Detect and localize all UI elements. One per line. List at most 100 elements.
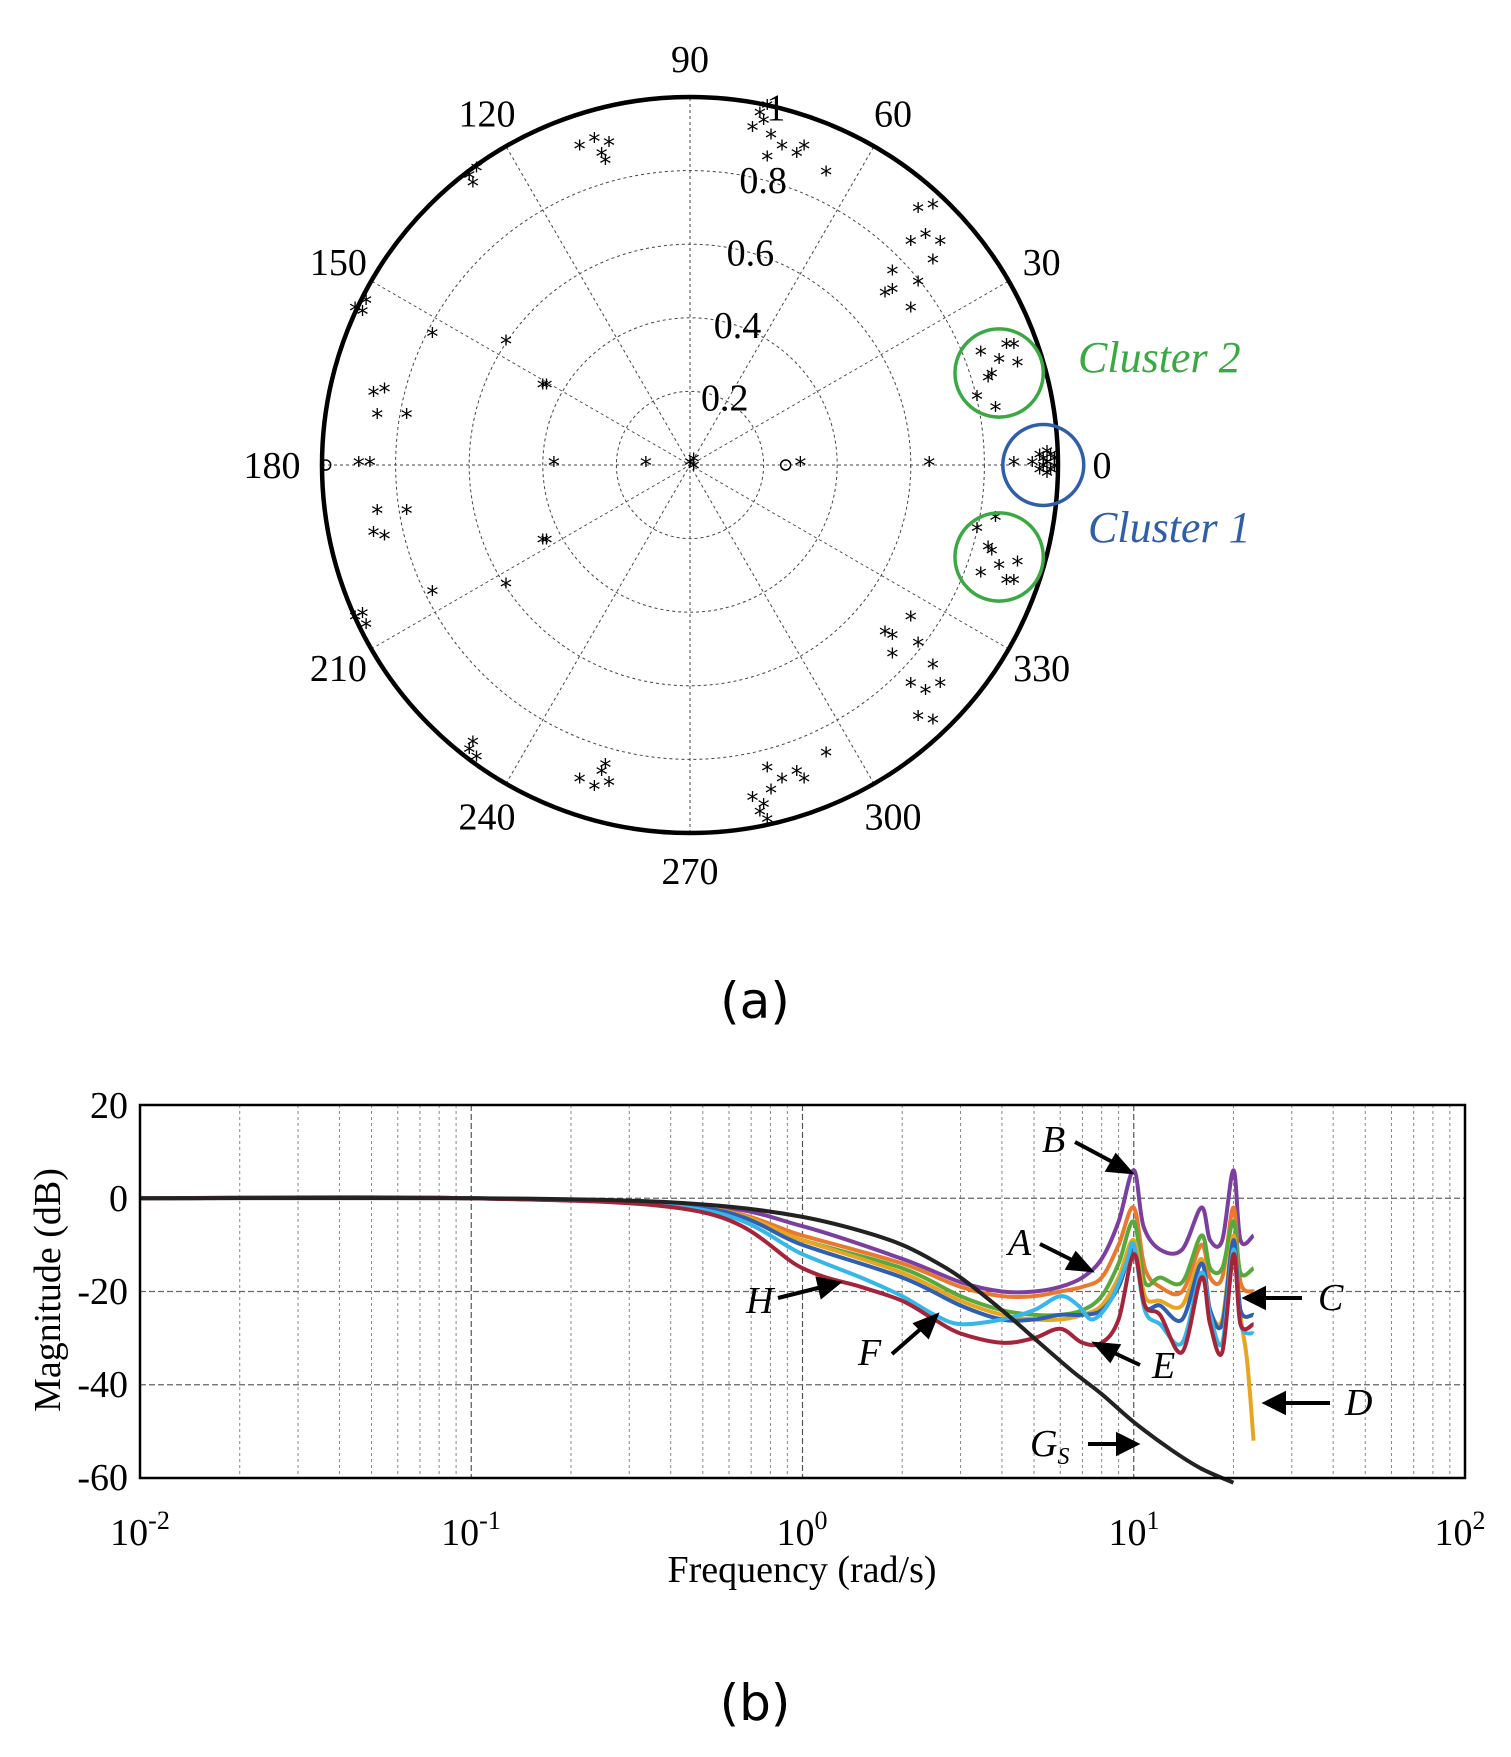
data-point: * (905, 231, 917, 259)
data-point: * (1045, 459, 1057, 487)
data-point: * (934, 673, 946, 701)
data-point: * (912, 198, 924, 226)
data-point: * (765, 780, 777, 808)
data-point: * (758, 110, 770, 138)
data-point: * (1041, 463, 1053, 491)
series-line-h (139, 1195, 1255, 1357)
data-point: * (982, 537, 994, 565)
data-point: * (588, 776, 600, 804)
radial-tick-label: 0.4 (714, 305, 762, 347)
data-point: * (688, 456, 700, 484)
data-point: * (1034, 459, 1046, 487)
data-point: * (368, 382, 380, 410)
data-point: * (360, 290, 372, 318)
data-point: * (1000, 570, 1012, 598)
y-tick-labels: 20 0 -20 -40 -60 (77, 1085, 128, 1499)
data-point: * (548, 452, 560, 480)
data-point: * (975, 342, 987, 370)
radial-tick-label: 0.8 (739, 160, 787, 202)
data-point: * (1008, 452, 1020, 480)
data-point: * (500, 331, 512, 359)
y-tick-label: -40 (77, 1364, 128, 1406)
data-point: * (986, 540, 998, 568)
data-point: * (401, 500, 413, 528)
cluster-circle (953, 327, 1046, 419)
data-point: * (758, 794, 770, 822)
data-point: * (379, 526, 391, 554)
data-point: * (640, 452, 652, 480)
x-axis-title: Frequency (rad/s) (667, 1549, 936, 1591)
y-tick-label: -60 (77, 1457, 128, 1499)
polar-points: ****** **********************************… (319, 95, 1060, 837)
data-point: * (540, 529, 552, 557)
data-point: * (761, 95, 773, 123)
data-point: * (426, 323, 438, 351)
data-point: * (537, 529, 549, 557)
x-tick-label: 10-2 (110, 1506, 170, 1554)
data-point: * (599, 150, 611, 178)
arrowhead (815, 1276, 843, 1300)
bode-series (139, 1168, 1256, 1485)
annotation-label: D (1344, 1382, 1372, 1424)
data-point: * (761, 809, 773, 837)
data-point: * (747, 787, 759, 815)
data-point: * (927, 250, 939, 278)
data-point: * (688, 448, 700, 476)
data-point: * (1012, 551, 1024, 579)
x-tick-label: 102 (1435, 1506, 1486, 1554)
data-point: * (927, 654, 939, 682)
angle-tick-label: 120 (459, 93, 516, 135)
data-point: * (993, 555, 1005, 583)
data-point: * (879, 283, 891, 311)
data-point: * (905, 297, 917, 325)
data-point: * (879, 621, 891, 649)
data-point: * (684, 452, 696, 480)
data-point: * (912, 272, 924, 300)
annotation-arrows (777, 1140, 1330, 1457)
polar-grid (319, 94, 1061, 836)
panel-b-label: (b) (720, 1674, 791, 1732)
data-point: * (798, 768, 810, 796)
angle-tick-label: 240 (459, 797, 516, 839)
data-point: * (401, 404, 413, 432)
data-point: * (1000, 334, 1012, 362)
x-tick-label: 101 (1109, 1506, 1160, 1554)
data-point: * (975, 562, 987, 590)
annotation-label: GS (1030, 1423, 1069, 1470)
data-point: * (463, 165, 475, 193)
data-point: * (426, 581, 438, 609)
data-point: * (588, 128, 600, 156)
panel-a-label: (a) (720, 972, 790, 1030)
data-point: * (794, 452, 806, 480)
angle-tick-label: 330 (1013, 648, 1070, 690)
data-point: * (798, 136, 810, 164)
data-point: * (356, 301, 368, 329)
polar-chart: ****** **********************************… (244, 39, 1251, 1030)
arrowhead (1064, 1250, 1095, 1273)
data-point: * (886, 279, 898, 307)
data-point: * (747, 117, 759, 145)
polar-clusters (953, 327, 1086, 603)
data-point: * (379, 378, 391, 406)
data-point: * (537, 375, 549, 403)
data-point: * (500, 573, 512, 601)
series-line-b (139, 1168, 1255, 1295)
angle-tick-label: 180 (244, 445, 301, 487)
bode-chart: 20 0 -20 -40 -60 10-2 10-1 100 101 102 F… (27, 1085, 1486, 1732)
angle-tick-label: 210 (310, 648, 367, 690)
data-point: * (791, 761, 803, 789)
radial-tick-label: 0.6 (727, 233, 775, 275)
annotation-label: C (1318, 1277, 1344, 1319)
data-point: * (467, 172, 479, 200)
data-point: * (754, 802, 766, 830)
data-point: * (540, 375, 552, 403)
cluster-circle (953, 511, 1046, 603)
cluster-2-label: Cluster 2 (1078, 333, 1241, 382)
data-point: * (820, 161, 832, 189)
data-point: * (349, 297, 361, 325)
data-point: * (912, 706, 924, 734)
annotation-label: B (1042, 1119, 1065, 1161)
angle-tick-label: 30 (1023, 242, 1061, 284)
data-point: * (776, 768, 788, 796)
angle-tick-label: 300 (865, 797, 922, 839)
